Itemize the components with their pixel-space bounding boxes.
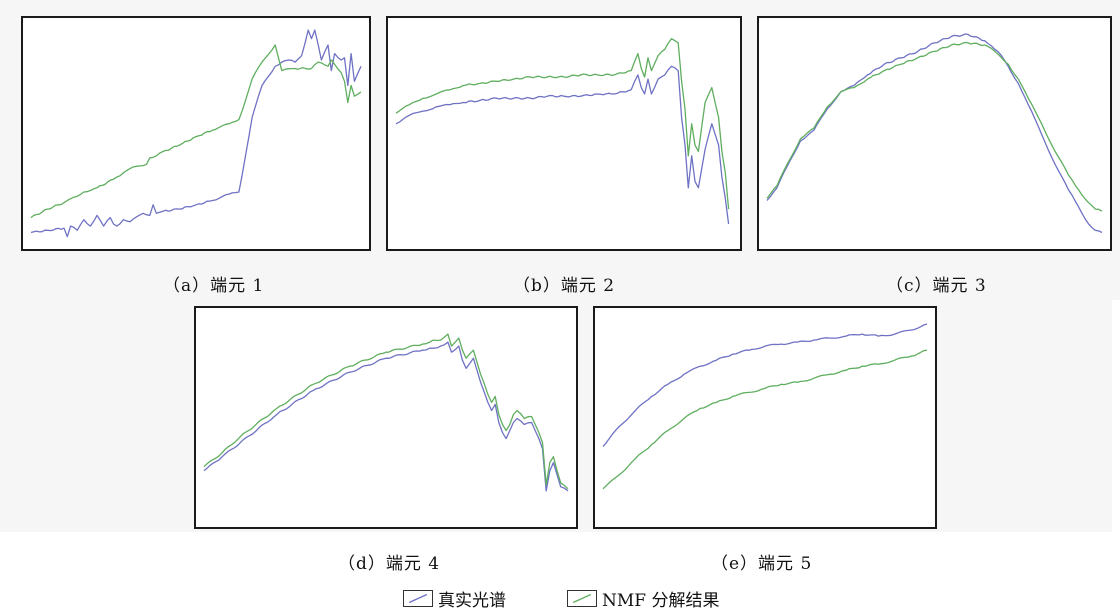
chart-panel-2 <box>386 16 742 251</box>
legend-line-nmf-icon <box>572 593 592 604</box>
legend-swatch-real <box>403 590 433 607</box>
nmf-result-line <box>30 44 362 219</box>
nmf-result-line <box>395 38 730 210</box>
chart-caption-5: （e）端元 5 <box>711 554 813 574</box>
nmf-result-line <box>602 349 928 490</box>
chart-svg-3 <box>766 33 1103 234</box>
chart-caption-4: （d）端元 4 <box>338 554 441 574</box>
chart-svg-2 <box>395 38 730 225</box>
real-spectrum-line <box>602 323 928 448</box>
chart-caption-1: （a）端元 1 <box>163 276 265 296</box>
nmf-result-line <box>766 41 1103 212</box>
legend-swatch-nmf <box>567 590 597 607</box>
real-spectrum-line <box>766 33 1103 234</box>
chart-panel-1 <box>21 16 371 251</box>
real-spectrum-line <box>30 29 362 238</box>
chart-panel-4 <box>194 306 578 529</box>
chart-caption-3: （c）端元 3 <box>886 276 987 296</box>
chart-svg-5 <box>602 323 928 490</box>
chart-svg-4 <box>203 333 569 492</box>
real-spectrum-line <box>203 341 569 492</box>
chart-caption-2: （b）端元 2 <box>513 276 616 296</box>
chart-panel-5 <box>593 306 937 529</box>
legend-line-real-icon <box>408 593 428 604</box>
chart-panel-3 <box>757 16 1112 251</box>
real-spectrum-line <box>395 65 730 225</box>
legend-item-nmf: NMF 分解结果 <box>567 586 719 611</box>
legend-line-real <box>408 593 428 604</box>
legend-label-real: 真实光谱 <box>438 591 506 611</box>
legend-line-nmf <box>572 593 592 604</box>
legend-item-real: 真实光谱 <box>403 586 506 611</box>
legend-label-nmf: NMF 分解结果 <box>602 591 720 611</box>
chart-svg-1 <box>30 29 362 238</box>
nmf-result-line <box>203 333 569 490</box>
